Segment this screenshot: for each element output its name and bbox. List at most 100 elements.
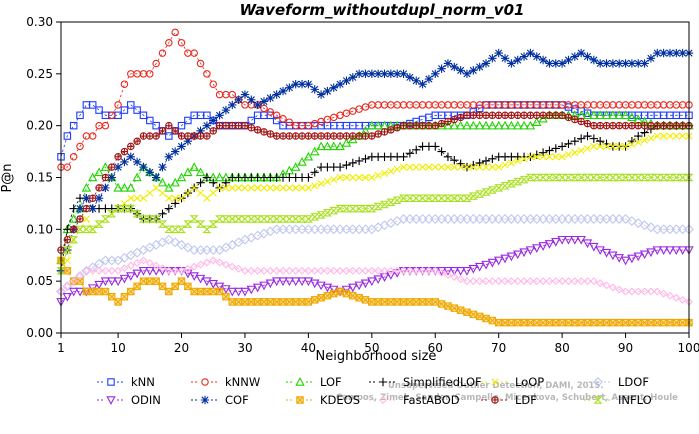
data-point-simplifiedlof (310, 168, 319, 177)
data-point-fastabod (101, 266, 110, 275)
data-point-ldf (355, 132, 363, 140)
data-point-simplifiedlof (450, 156, 459, 165)
x-tick-label: 1 (57, 341, 65, 355)
data-point-cof (488, 54, 497, 63)
data-point-fastabod (234, 264, 243, 273)
data-point-fastabod (532, 277, 541, 286)
data-point-kdeos (558, 318, 566, 327)
data-point-loop (311, 182, 319, 190)
legend-marker-lof (295, 377, 305, 386)
data-point-cof (209, 116, 218, 125)
data-point-simplifiedlof (469, 160, 478, 170)
data-point-odin (322, 283, 333, 293)
data-point-fastabod (558, 277, 567, 286)
data-point-simplifiedlof (443, 152, 453, 161)
data-point-cof (621, 59, 630, 68)
data-point-odin (576, 235, 586, 245)
data-point-odin (532, 244, 542, 253)
data-point-ldf (418, 121, 427, 130)
data-point-fastabod (120, 264, 129, 273)
data-point-odin (462, 267, 472, 276)
data-point-odin (233, 287, 244, 297)
data-point-inflo (132, 210, 142, 218)
data-point-ldf (209, 127, 217, 135)
data-point-fastabod (323, 266, 332, 275)
data-point-lof (164, 182, 174, 192)
data-point-cof (519, 52, 529, 61)
data-point-kdeos (539, 318, 547, 327)
legend-label-ldf: LDF (515, 393, 537, 407)
data-point-cof (132, 157, 142, 167)
data-point-inflo (570, 173, 580, 182)
data-point-odin (240, 287, 250, 297)
data-point-lof (335, 141, 345, 151)
data-point-simplifiedlof (158, 209, 167, 218)
legend-marker-inflo (593, 396, 603, 404)
data-point-ldof (639, 220, 650, 231)
data-point-loop (679, 132, 687, 140)
data-point-knnw (215, 90, 224, 99)
legend-marker-kdeos (296, 396, 304, 404)
data-point-fastabod (659, 289, 668, 298)
data-point-loop (526, 153, 535, 161)
data-point-lof (455, 120, 466, 130)
data-point-ldf (564, 113, 573, 122)
data-point-cof (329, 83, 338, 92)
data-point-lof (532, 117, 542, 126)
data-point-kdeos (177, 277, 186, 285)
data-point-simplifiedlof (361, 154, 370, 164)
data-point-odin (519, 248, 529, 258)
legend-item-ldf: LDF (481, 393, 537, 407)
data-point-ldof (62, 281, 73, 292)
data-point-inflo (449, 194, 459, 202)
data-point-odin (373, 275, 383, 285)
data-point-lof (189, 162, 199, 171)
data-point-cof (373, 69, 383, 79)
data-point-ldf (596, 121, 604, 130)
data-point-fastabod (583, 277, 592, 286)
data-point-ldf (120, 147, 129, 156)
data-point-fastabod (621, 287, 630, 296)
data-point-ldf (177, 132, 186, 140)
data-point-ldf (647, 121, 655, 130)
data-point-kdeos (279, 298, 287, 306)
data-point-cof (304, 80, 313, 89)
data-point-cof (659, 48, 668, 58)
data-point-ldf (628, 121, 636, 130)
data-point-odin (665, 246, 675, 256)
data-point-kdeos (241, 298, 249, 306)
y-tick-label: 0.10 (26, 222, 53, 236)
data-point-loop (184, 189, 192, 197)
data-point-fastabod (380, 266, 389, 275)
data-point-loop (380, 169, 389, 177)
data-point-knnw (272, 111, 281, 120)
data-point-fastabod (577, 277, 586, 286)
data-point-ldof (645, 222, 656, 233)
data-point-loop (406, 163, 414, 171)
data-point-knn (139, 111, 148, 120)
data-point-loop (209, 189, 217, 197)
data-point-cof (672, 48, 681, 58)
data-point-ldf (336, 132, 344, 140)
data-point-fastabod (475, 277, 484, 286)
data-point-odin (563, 235, 574, 245)
data-point-loop (666, 132, 674, 140)
data-point-loop (190, 184, 198, 192)
data-point-inflo (608, 173, 618, 182)
data-point-cof (202, 121, 212, 130)
data-point-odin (551, 238, 561, 247)
data-point-inflo (303, 215, 313, 223)
data-point-simplifiedlof (170, 199, 180, 208)
data-point-inflo (494, 184, 504, 192)
data-point-loop (247, 184, 255, 192)
data-point-fastabod (310, 266, 319, 275)
data-point-odin (646, 248, 656, 258)
data-point-lof (303, 151, 314, 161)
data-point-odin (246, 285, 257, 295)
x-tick-label: 20 (174, 341, 189, 355)
data-point-kdeos (590, 318, 598, 327)
data-point-inflo (157, 220, 168, 228)
data-point-kdeos (342, 289, 351, 298)
data-point-ldf (545, 111, 554, 120)
data-point-fastabod (589, 277, 598, 286)
